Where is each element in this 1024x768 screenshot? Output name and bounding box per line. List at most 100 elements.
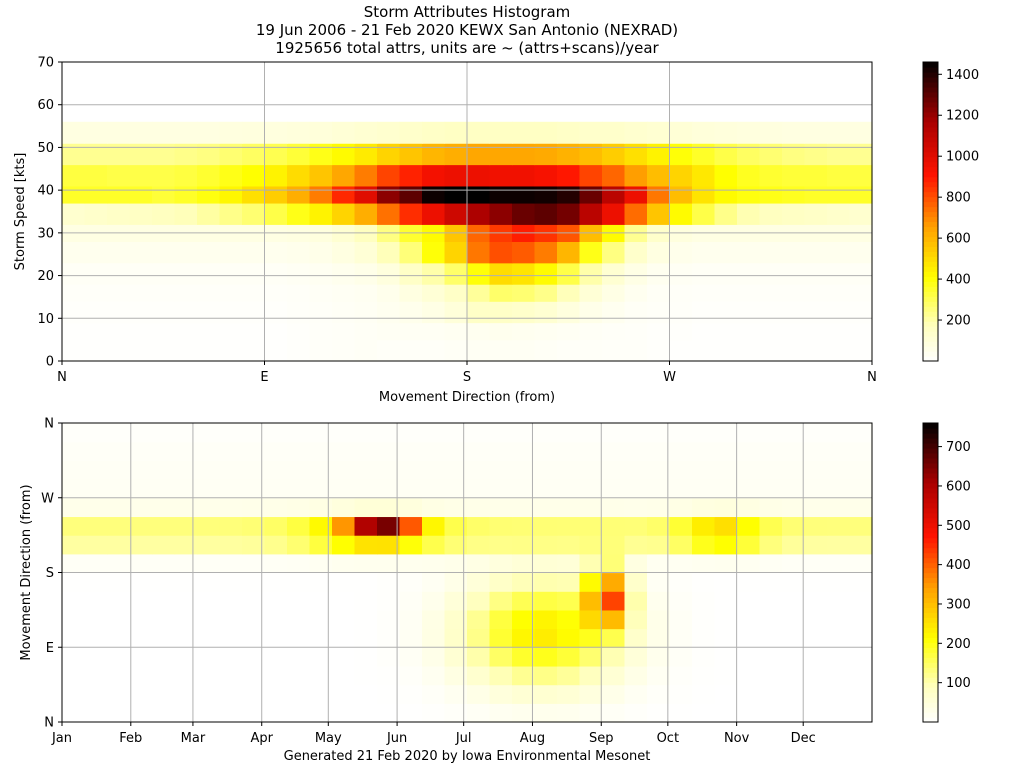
heatmap-cell bbox=[759, 241, 783, 264]
heatmap-cell bbox=[804, 301, 828, 324]
heatmap-cell bbox=[264, 322, 288, 341]
heatmap-cell bbox=[287, 684, 311, 704]
heatmap-cell bbox=[714, 665, 738, 686]
heatmap-cell bbox=[107, 339, 131, 362]
heatmap-cell bbox=[174, 628, 198, 648]
heatmap-cell bbox=[579, 185, 603, 204]
heatmap-cell bbox=[579, 684, 603, 704]
title-line-3: 1925656 total attrs, units are ~ (attrs+… bbox=[275, 39, 659, 57]
heatmap-cell bbox=[197, 479, 221, 499]
colorbar-swatch bbox=[923, 76, 938, 83]
heatmap-cell bbox=[782, 262, 806, 285]
heatmap-cell bbox=[264, 301, 288, 324]
heatmap-cell bbox=[129, 301, 153, 324]
colorbar-swatch bbox=[923, 547, 938, 554]
heatmap-cell bbox=[422, 591, 446, 611]
heatmap-cell bbox=[287, 121, 311, 144]
heatmap-cell bbox=[152, 164, 176, 187]
heatmap-cell bbox=[489, 591, 513, 611]
heatmap-cell bbox=[827, 301, 851, 324]
heatmap-cell bbox=[287, 202, 311, 225]
colorbar-swatch bbox=[923, 512, 938, 519]
heatmap-cell bbox=[602, 121, 626, 144]
heatmap-cell bbox=[624, 241, 648, 264]
heatmap-cell bbox=[197, 591, 221, 611]
heatmap-cell bbox=[489, 202, 513, 225]
colorbar-swatch bbox=[923, 612, 938, 618]
heatmap-cell bbox=[669, 185, 693, 204]
heatmap-cell bbox=[647, 479, 671, 499]
y-tick-label: 10 bbox=[37, 312, 54, 327]
heatmap-cell bbox=[512, 121, 536, 144]
heatmap-cell bbox=[467, 301, 491, 324]
colorbar-swatch bbox=[923, 246, 938, 252]
heatmap-cell bbox=[84, 301, 108, 324]
heatmap-cell bbox=[737, 441, 761, 461]
x-tick-label: N bbox=[57, 370, 67, 385]
heatmap-cell bbox=[669, 202, 693, 225]
heatmap-cell bbox=[422, 460, 446, 480]
x-tick-label: Sep bbox=[589, 731, 614, 746]
heatmap-cell bbox=[624, 441, 648, 461]
heatmap-cell bbox=[669, 572, 693, 592]
heatmap-cell bbox=[647, 591, 671, 611]
heatmap-cell bbox=[444, 143, 468, 166]
heatmap-cell bbox=[219, 164, 243, 187]
heatmap-cell bbox=[129, 703, 153, 723]
heatmap-cell bbox=[422, 423, 446, 443]
heatmap-cell bbox=[467, 241, 491, 264]
x-tick-label: Jan bbox=[51, 731, 72, 746]
colorbar-swatch bbox=[923, 607, 938, 613]
heatmap-cell bbox=[647, 301, 671, 324]
heatmap-cell bbox=[624, 628, 648, 648]
heatmap-cell bbox=[602, 497, 626, 518]
colorbar-swatch bbox=[923, 331, 938, 337]
heatmap-cell bbox=[287, 143, 311, 166]
heatmap-cell bbox=[759, 301, 783, 324]
heatmap-cell bbox=[377, 572, 401, 592]
heatmap-cell bbox=[84, 703, 108, 723]
heatmap-cell bbox=[287, 339, 311, 362]
heatmap-cell bbox=[354, 609, 378, 630]
heatmap-cell bbox=[534, 628, 558, 648]
heatmap-cell bbox=[827, 423, 851, 443]
heatmap-cell bbox=[737, 572, 761, 592]
heatmap-cell bbox=[759, 284, 783, 302]
heatmap-cell bbox=[557, 479, 581, 499]
heatmap-cell bbox=[714, 339, 738, 362]
heatmap-cell bbox=[827, 441, 851, 461]
heatmap-cell bbox=[534, 665, 558, 686]
colorbar-swatch bbox=[923, 437, 938, 444]
heatmap-cell bbox=[197, 339, 221, 362]
heatmap-cell bbox=[692, 441, 716, 461]
heatmap-cell bbox=[512, 572, 536, 592]
heatmap-cell bbox=[534, 143, 558, 166]
heatmap-cell bbox=[399, 301, 423, 324]
heatmap-cell bbox=[647, 202, 671, 225]
heatmap-cell bbox=[219, 516, 243, 536]
heatmap-cell bbox=[759, 703, 783, 723]
heatmap-cell bbox=[264, 684, 288, 704]
heatmap-cell bbox=[444, 284, 468, 302]
heatmap-cell bbox=[287, 441, 311, 461]
heatmap-cell bbox=[399, 497, 423, 518]
heatmap-cell bbox=[849, 301, 873, 324]
heatmap-cell bbox=[62, 609, 86, 630]
heatmap-cell bbox=[242, 284, 266, 302]
heatmap-cell bbox=[264, 553, 288, 574]
heatmap-cell bbox=[624, 609, 648, 630]
colorbar-swatch bbox=[923, 266, 938, 272]
heatmap-cell bbox=[714, 516, 738, 536]
heatmap-cell bbox=[804, 185, 828, 204]
heatmap-cell bbox=[152, 609, 176, 630]
heatmap-cell bbox=[714, 479, 738, 499]
heatmap-cell bbox=[714, 609, 738, 630]
heatmap-cell bbox=[647, 441, 671, 461]
heatmap-cell bbox=[242, 322, 266, 341]
heatmap-cell bbox=[107, 647, 131, 667]
heatmap-cell bbox=[737, 284, 761, 302]
heatmap-cell bbox=[219, 479, 243, 499]
colorbar-tick-label: 200 bbox=[946, 637, 971, 652]
heatmap-cell bbox=[669, 262, 693, 285]
heatmap-cell bbox=[399, 164, 423, 187]
